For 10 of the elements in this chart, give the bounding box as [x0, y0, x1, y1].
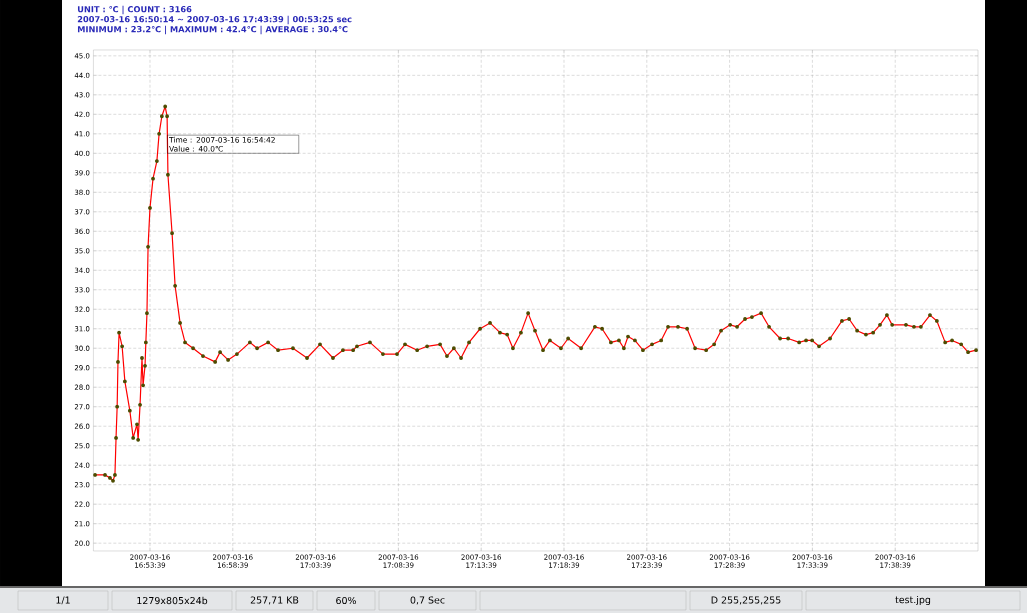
text: D 255,255,255 [711, 596, 781, 605]
text: 1/1 [56, 596, 70, 605]
text: 1279x805x24b [137, 596, 208, 605]
text: 0,7 Sec [410, 596, 445, 605]
text: 257,71 KB [250, 596, 299, 605]
chart-title: UNIT : ℃ | COUNT : 3166 [77, 5, 192, 15]
text: MINIMUM : 23.2℃ | MAXIMUM : 42.4℃ | AVERAGE : 30.4℃ [77, 25, 348, 35]
chart-subtitle: 2007-03-16 16:50:14 ~ 2007-03-16 17:43:39 | 00:53:25 sec [77, 15, 352, 25]
text: 60% [336, 596, 356, 605]
text: test.jpg [895, 595, 931, 606]
